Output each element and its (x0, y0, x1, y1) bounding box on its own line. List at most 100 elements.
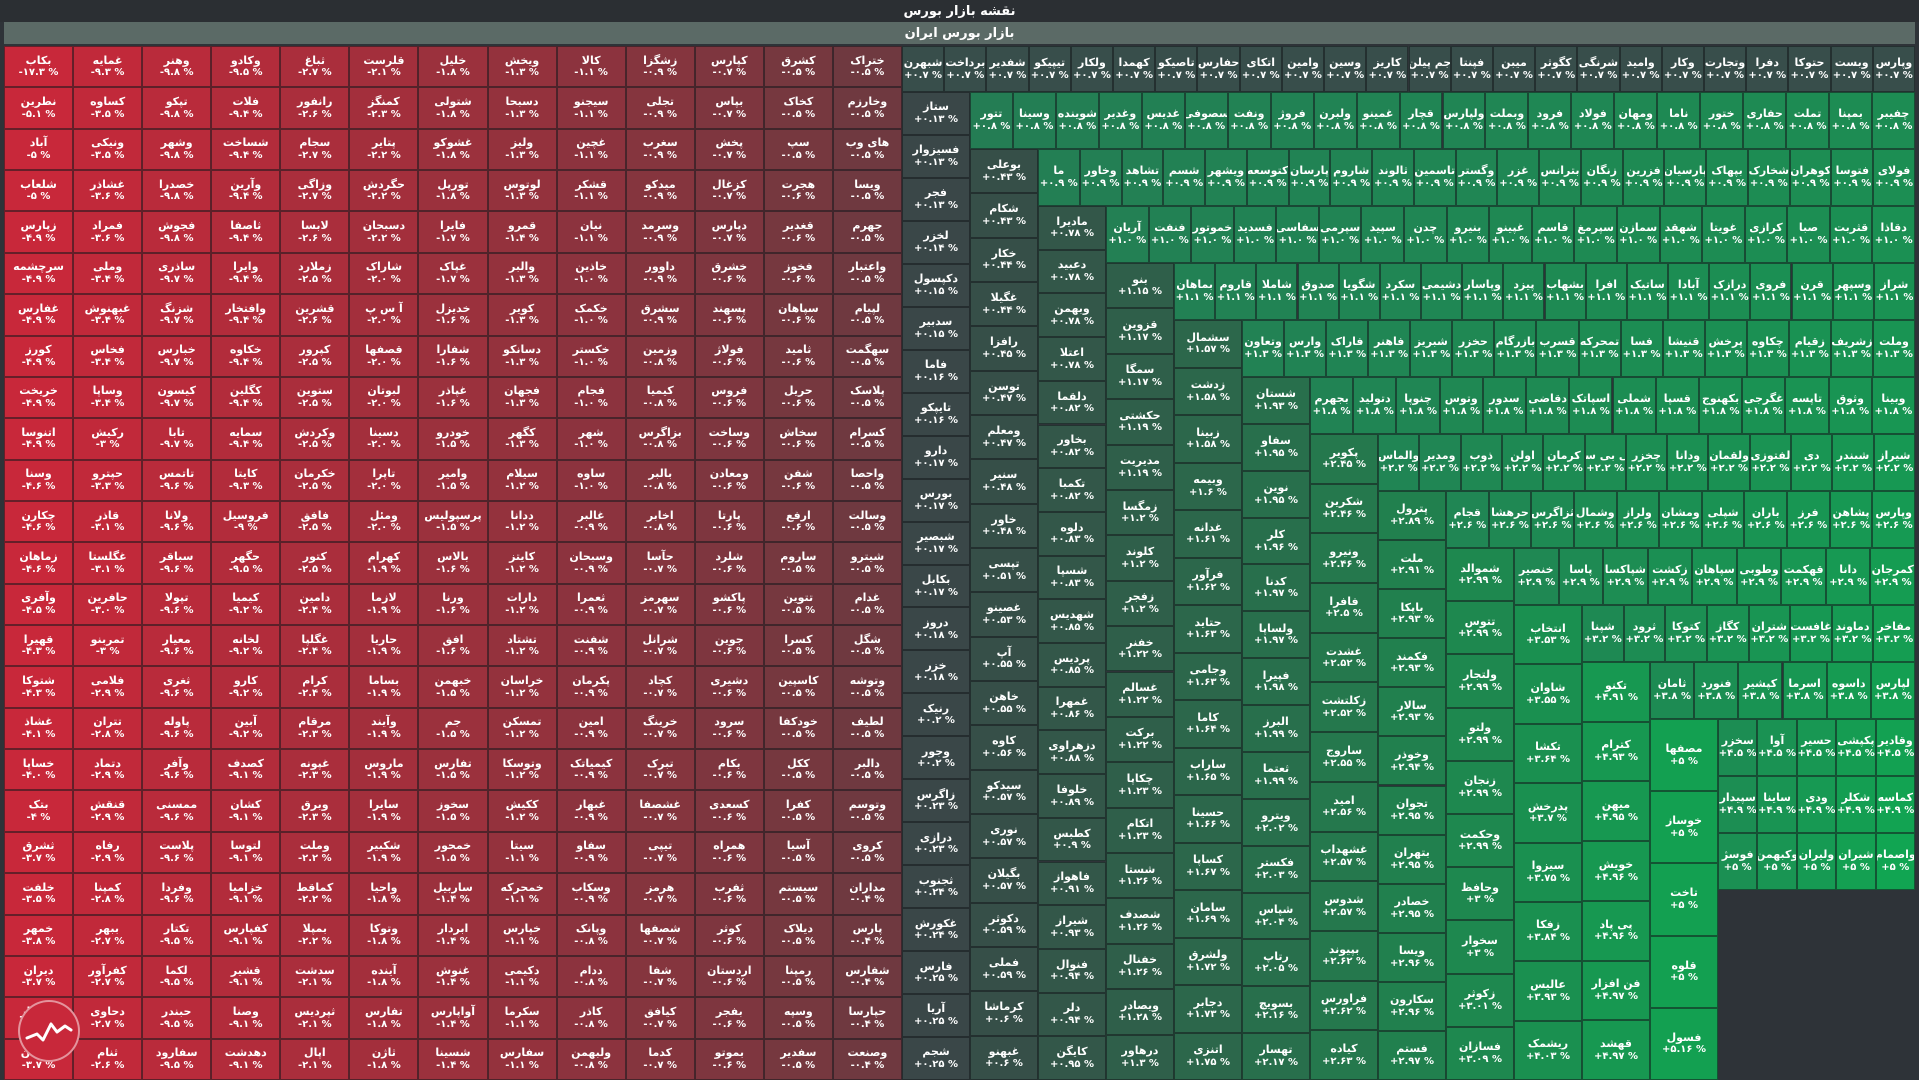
stock-tile[interactable]: قسرب +۱.۳ % (1536, 320, 1579, 377)
stock-tile[interactable]: خصادر +۲.۹۵ % (1378, 883, 1446, 933)
stock-tile[interactable]: خودکفا -۰.۵ % (763, 707, 833, 750)
stock-tile[interactable]: حگهر -۹.۵ % (211, 542, 281, 584)
stock-tile[interactable]: دعبید +۰.۷۸ % (1038, 249, 1106, 294)
stock-tile[interactable]: ومعلم +۰.۴۷ % (970, 415, 1038, 460)
stock-tile[interactable]: کاذر -۰.۸ % (556, 997, 626, 1039)
stock-tile[interactable]: خاذین -۱.۰ % (556, 252, 626, 295)
stock-tile[interactable]: خلفت -۳.۵ % (4, 873, 74, 915)
stock-tile[interactable]: قصفها -۲.۰ % (349, 335, 419, 377)
stock-tile[interactable]: چکاپا +۱.۲۳ % (1106, 762, 1174, 808)
stock-tile[interactable]: کهمدا +۰.۷ % (1113, 46, 1156, 92)
stock-tile[interactable]: وقادیر +۴.۵ % (1875, 719, 1915, 776)
stock-tile[interactable]: رنیک +۰.۲ % (902, 693, 970, 737)
stock-tile[interactable]: دزهراوی +۰.۸۸ % (1038, 730, 1106, 775)
stock-tile[interactable]: بفجر -۰.۶ % (694, 997, 764, 1039)
stock-tile[interactable]: ددام -۰.۸ % (556, 955, 626, 998)
stock-tile[interactable]: سخوار +۳ % (1446, 920, 1514, 974)
stock-tile[interactable]: میبن +۰.۷ % (1492, 46, 1536, 92)
stock-tile[interactable]: غبهنو +۰.۶ % (970, 1035, 1038, 1080)
stock-tile[interactable]: بکهنوج +۱.۸ % (1698, 377, 1743, 434)
stock-tile[interactable]: پسهند -۰.۶ % (694, 294, 764, 336)
stock-tile[interactable]: افرا +۱.۱ % (1585, 263, 1627, 320)
stock-tile[interactable]: غزر +۰.۹ % (1497, 149, 1540, 206)
stock-tile[interactable]: خرینگ -۰.۷ % (625, 707, 695, 750)
stock-tile[interactable]: بنو +۱.۱۵ % (1106, 263, 1174, 309)
stock-tile[interactable]: کفرآور -۲.۷ % (73, 955, 143, 998)
stock-tile[interactable]: داوور -۰.۹ % (625, 252, 695, 295)
stock-tile[interactable]: تپولا -۹.۶ % (142, 583, 212, 626)
stock-tile[interactable]: البرز +۱.۹۹ % (1242, 705, 1310, 752)
stock-tile[interactable]: فجام -۱.۰ % (556, 376, 626, 419)
stock-tile[interactable]: دلر +۰.۹۴ % (1038, 992, 1106, 1037)
stock-tile[interactable]: سپ -۰.۵ % (763, 128, 833, 171)
stock-tile[interactable]: تاپسه +۱.۸ % (1785, 377, 1829, 434)
stock-tile[interactable]: غویتا +۱.۰ % (1702, 206, 1745, 263)
stock-tile[interactable]: وتجارت +۰.۷ % (1703, 46, 1747, 92)
stock-tile[interactable]: شصفها -۰.۷ % (625, 914, 695, 956)
stock-tile[interactable]: پدرخش +۳.۷ % (1514, 783, 1582, 843)
stock-tile[interactable]: وسکاب -۰.۹ % (556, 873, 626, 915)
stock-tile[interactable]: ماروس -۱.۹ % (349, 749, 419, 791)
stock-tile[interactable]: ساذری -۹.۷ % (142, 252, 212, 295)
stock-tile[interactable]: سیستم -۰.۵ % (763, 873, 833, 915)
stock-tile[interactable]: تشتاد -۱.۲ % (487, 625, 557, 667)
stock-tile[interactable]: پارسان +۰.۹ % (1288, 149, 1331, 206)
stock-tile[interactable]: کگوثر +۰.۷ % (1535, 46, 1578, 92)
stock-tile[interactable]: بپیوند +۲.۶۲ % (1310, 930, 1378, 981)
stock-tile[interactable]: شاراک -۲.۰ % (349, 252, 419, 295)
stock-tile[interactable]: حپارسا -۰.۴ % (832, 997, 902, 1039)
stock-tile[interactable]: غچین -۱.۱ % (556, 128, 626, 171)
stock-tile[interactable]: سمایه -۹.۴ % (211, 418, 281, 460)
stock-tile[interactable]: ککل -۰.۵ % (763, 749, 833, 791)
stock-tile[interactable]: کیافق -۰.۷ % (625, 997, 695, 1039)
stock-tile[interactable]: قهکمت +۲.۹ % (1781, 548, 1826, 605)
stock-tile[interactable]: سیزوا +۳.۷۵ % (1514, 842, 1582, 902)
stock-tile[interactable]: پرخش +۱.۳ % (1704, 320, 1747, 377)
stock-tile[interactable]: غبهنوش -۳.۴ % (73, 294, 143, 336)
stock-tile[interactable]: غگرجی +۱.۸ % (1742, 377, 1786, 434)
stock-tile[interactable]: سدبیر +۰.۱۵ % (902, 306, 970, 350)
stock-tile[interactable]: حریل -۰.۶ % (763, 376, 833, 419)
stock-tile[interactable]: وایرا -۹.۴ % (211, 252, 281, 295)
stock-tile[interactable]: فافرا +۲.۵ % (1310, 583, 1378, 633)
stock-tile[interactable]: سفارود -۹.۵ % (142, 1038, 212, 1080)
stock-tile[interactable]: بماهان +۱.۱ % (1174, 263, 1216, 320)
stock-tile[interactable]: کاما +۱.۶۴ % (1174, 700, 1242, 748)
stock-tile[interactable]: لخانه -۹.۲ % (211, 625, 281, 667)
stock-tile[interactable]: فسدید +۱.۰ % (1233, 206, 1277, 263)
stock-tile[interactable]: شیراز +۰.۹۳ % (1038, 905, 1106, 949)
stock-tile[interactable]: ثامید -۰.۶ % (763, 335, 833, 377)
stock-tile[interactable]: خساپا -۴.۰ % (4, 749, 74, 791)
stock-tile[interactable]: ولتجار +۲.۹۹ % (1446, 654, 1514, 708)
stock-tile[interactable]: کوهران +۰.۹ % (1789, 149, 1832, 206)
stock-tile[interactable]: کروی -۰.۵ % (832, 831, 902, 874)
stock-tile[interactable]: شستان +۱.۹۳ % (1242, 377, 1310, 424)
stock-tile[interactable]: غمینو +۰.۸ % (1356, 92, 1400, 149)
stock-tile[interactable]: هجرت -۰.۶ % (763, 170, 833, 212)
stock-tile[interactable]: وکار +۰.۷ % (1661, 46, 1704, 92)
stock-tile[interactable]: فنوال +۰.۹۴ % (1038, 948, 1106, 993)
stock-tile[interactable]: وکادو -۹.۵ % (211, 46, 281, 88)
stock-tile[interactable]: وجور +۰.۲ % (902, 736, 970, 780)
stock-tile[interactable]: اردستان -۰.۶ % (694, 955, 764, 998)
stock-tile[interactable]: کگهر -۱.۳ % (487, 418, 557, 460)
stock-tile[interactable]: قلوه +۵ % (1650, 935, 1718, 1008)
stock-tile[interactable]: زکلتشت +۲.۵۲ % (1310, 682, 1378, 733)
stock-tile[interactable]: دالبر -۰.۵ % (832, 749, 902, 791)
stock-tile[interactable]: کلوند +۱.۲ % (1106, 535, 1174, 581)
stock-tile[interactable]: سپید +۱.۰ % (1361, 206, 1405, 263)
stock-tile[interactable]: حکشتی +۱.۱۹ % (1106, 399, 1174, 445)
stock-tile[interactable]: فپیرا +۱.۹۸ % (1242, 658, 1310, 706)
stock-tile[interactable]: کیاده +۲.۶۳ % (1310, 1030, 1378, 1080)
stock-tile[interactable]: توسن +۰.۴۷ % (970, 370, 1038, 415)
stock-tile[interactable]: وخوذر +۲.۹۴ % (1378, 736, 1446, 786)
stock-tile[interactable]: وملت +۱.۳ % (1872, 320, 1915, 377)
stock-tile[interactable]: سخاش -۰.۶ % (763, 418, 833, 460)
stock-tile[interactable]: غصینو +۰.۵۳ % (970, 592, 1038, 637)
stock-tile[interactable]: سیتا -۱.۱ % (487, 831, 557, 874)
stock-tile[interactable]: شسپا +۰.۸۳ % (1038, 555, 1106, 600)
stock-tile[interactable]: خموتور +۱.۰ % (1191, 206, 1234, 263)
stock-tile[interactable]: غدانه +۱.۶۱ % (1174, 510, 1242, 558)
stock-tile[interactable]: صدوق +۱.۱ % (1297, 263, 1339, 320)
stock-tile[interactable]: کساوه -۳.۵ % (73, 87, 143, 129)
